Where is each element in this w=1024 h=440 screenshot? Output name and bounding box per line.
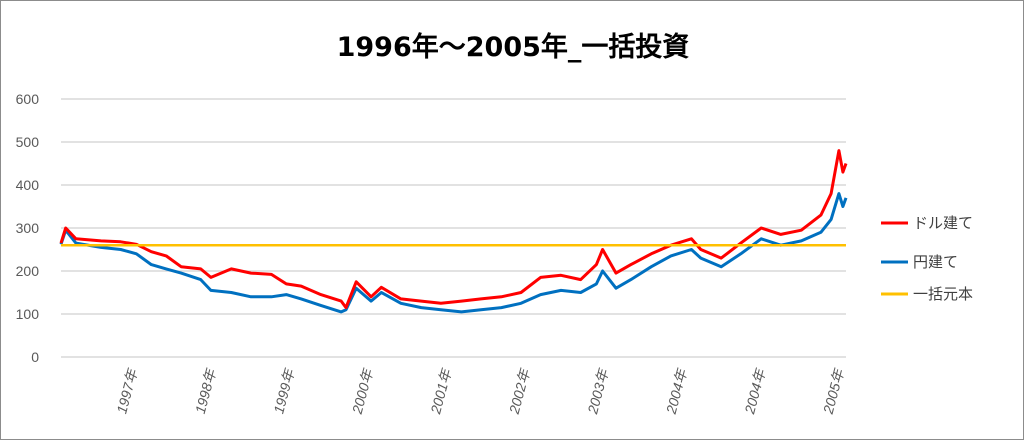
y-tick-label: 600: [16, 91, 40, 107]
x-axis-ticks: 1997年 1998年 1999年 2000年 2001年 2002年 2003年 2004年…: [113, 366, 847, 417]
y-tick-label: 500: [16, 134, 40, 150]
series-line-usd: [59, 149, 848, 310]
chart-title: 1996年～2005年_一括投資: [337, 31, 690, 63]
series-lines: [59, 149, 848, 314]
y-tick-label: 300: [16, 220, 40, 236]
x-tick-label: 2000年: [348, 366, 376, 417]
x-tick-label: 2001年: [427, 366, 455, 417]
y-tick-label: 0: [31, 349, 39, 365]
gridlines: [61, 98, 846, 358]
legend-label: 円建て: [913, 253, 958, 271]
x-tick-label: 1999年: [270, 366, 298, 416]
legend-label: 一括元本: [913, 285, 973, 303]
legend-label: ドル建て: [913, 214, 973, 232]
y-axis-ticks: 0 100 200 300 400 500 600: [16, 91, 40, 365]
x-tick-label: 2004年: [662, 366, 690, 417]
x-tick-label: 2002年: [505, 366, 533, 417]
x-tick-label: 1998年: [192, 366, 220, 416]
x-tick-label: 2005年: [819, 366, 847, 417]
x-tick-label: 2003年: [584, 366, 612, 417]
y-tick-label: 200: [16, 263, 40, 279]
x-tick-label: 1997年: [113, 366, 141, 416]
x-tick-label: 2004年: [741, 366, 769, 417]
y-tick-label: 100: [16, 306, 40, 322]
y-tick-label: 400: [16, 177, 40, 193]
series-line-jpy: [59, 192, 848, 314]
